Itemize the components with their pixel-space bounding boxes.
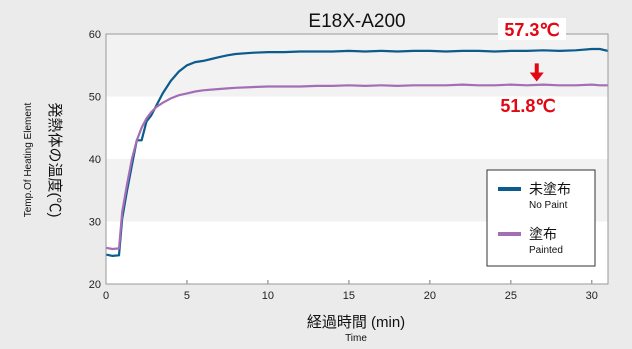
x-tick-label: 10 [262, 290, 274, 302]
x-axis-sublabel: Time [345, 333, 367, 344]
bottom-value-label: 51.8℃ [500, 96, 555, 116]
y-tick-label: 30 [89, 217, 101, 229]
legend-box [486, 169, 596, 267]
grid-band [106, 96, 608, 159]
y-tick-label: 20 [89, 279, 101, 291]
arrow-head [529, 72, 544, 82]
series-line-no-paint [105, 47, 609, 257]
y-axis-label: 発熱体の温度(℃) [46, 103, 63, 218]
y-tick-label: 50 [89, 92, 101, 104]
legend-sublabel-painted: Painted [529, 245, 563, 256]
series-line-painted [105, 83, 608, 251]
plot-frame [105, 33, 609, 285]
x-tick-label: 25 [505, 290, 517, 302]
x-tick-label: 0 [103, 290, 109, 302]
x-tick-label: 5 [184, 290, 190, 302]
grid-band [106, 34, 608, 97]
x-axis-label: 経過時間 (min) [307, 314, 405, 331]
y-axis-sublabel: Temp.Of Heating Element [23, 103, 34, 218]
chart-title: E18X-A200 [308, 11, 405, 32]
x-tick-label: 20 [424, 290, 436, 302]
y-tick-label: 40 [89, 154, 101, 166]
top-value-background [498, 18, 566, 40]
x-tick-label: 15 [343, 290, 355, 302]
y-tick-label: 60 [89, 29, 101, 41]
legend-sublabel-no-paint: No Paint [529, 200, 568, 211]
top-value-label: 57.3℃ [504, 20, 559, 40]
legend-label-no-paint: 未塗布 [529, 181, 571, 197]
temperature-difference-annotation: 57.3℃ 51.8℃ [498, 18, 566, 116]
legend: 未塗布 No Paint 塗布 Painted [486, 169, 596, 267]
x-tick-label: 30 [586, 290, 598, 302]
legend-label-painted: 塗布 [529, 226, 557, 242]
